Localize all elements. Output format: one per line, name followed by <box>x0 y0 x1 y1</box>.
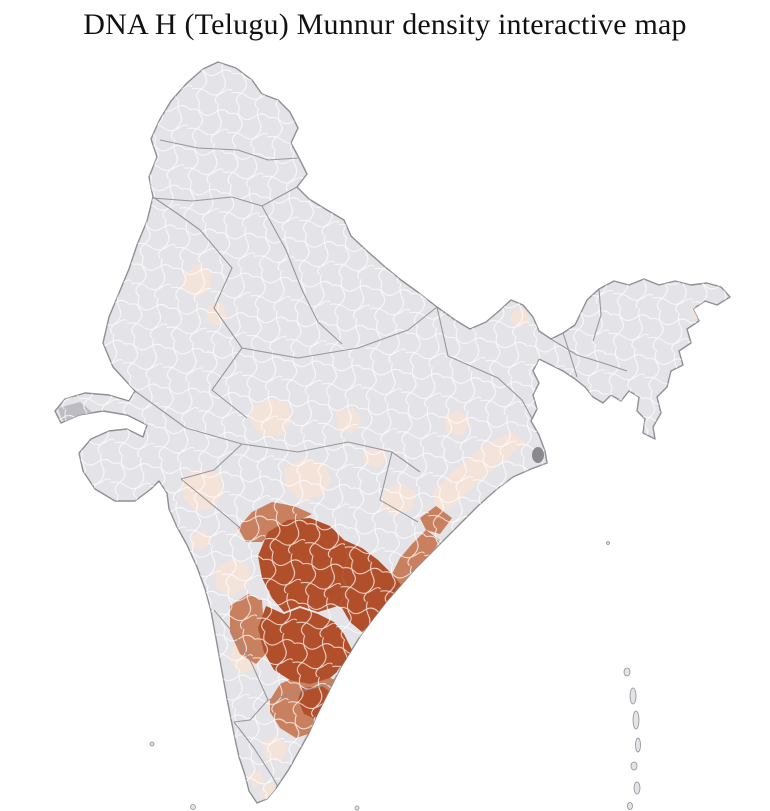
district-borders-overlay <box>55 62 730 803</box>
island[interactable] <box>149 741 155 747</box>
lakshadweep-islands[interactable] <box>149 741 360 811</box>
island[interactable] <box>633 781 641 795</box>
island[interactable] <box>630 761 638 771</box>
island[interactable] <box>190 804 196 810</box>
density-regions[interactable] <box>55 62 730 803</box>
island[interactable] <box>354 805 360 811</box>
island[interactable] <box>606 541 610 545</box>
island[interactable] <box>635 737 641 753</box>
map-title: DNA H (Telugu) Munnur density interactiv… <box>83 8 687 41</box>
district-cluster-low[interactable] <box>318 738 340 760</box>
island[interactable] <box>629 687 637 705</box>
island[interactable] <box>627 802 633 810</box>
state-borders <box>134 139 628 799</box>
andaman-nicobar-islands[interactable] <box>606 541 641 810</box>
island[interactable] <box>632 710 640 730</box>
island[interactable] <box>623 667 631 677</box>
dark-urban-district[interactable] <box>532 447 544 463</box>
